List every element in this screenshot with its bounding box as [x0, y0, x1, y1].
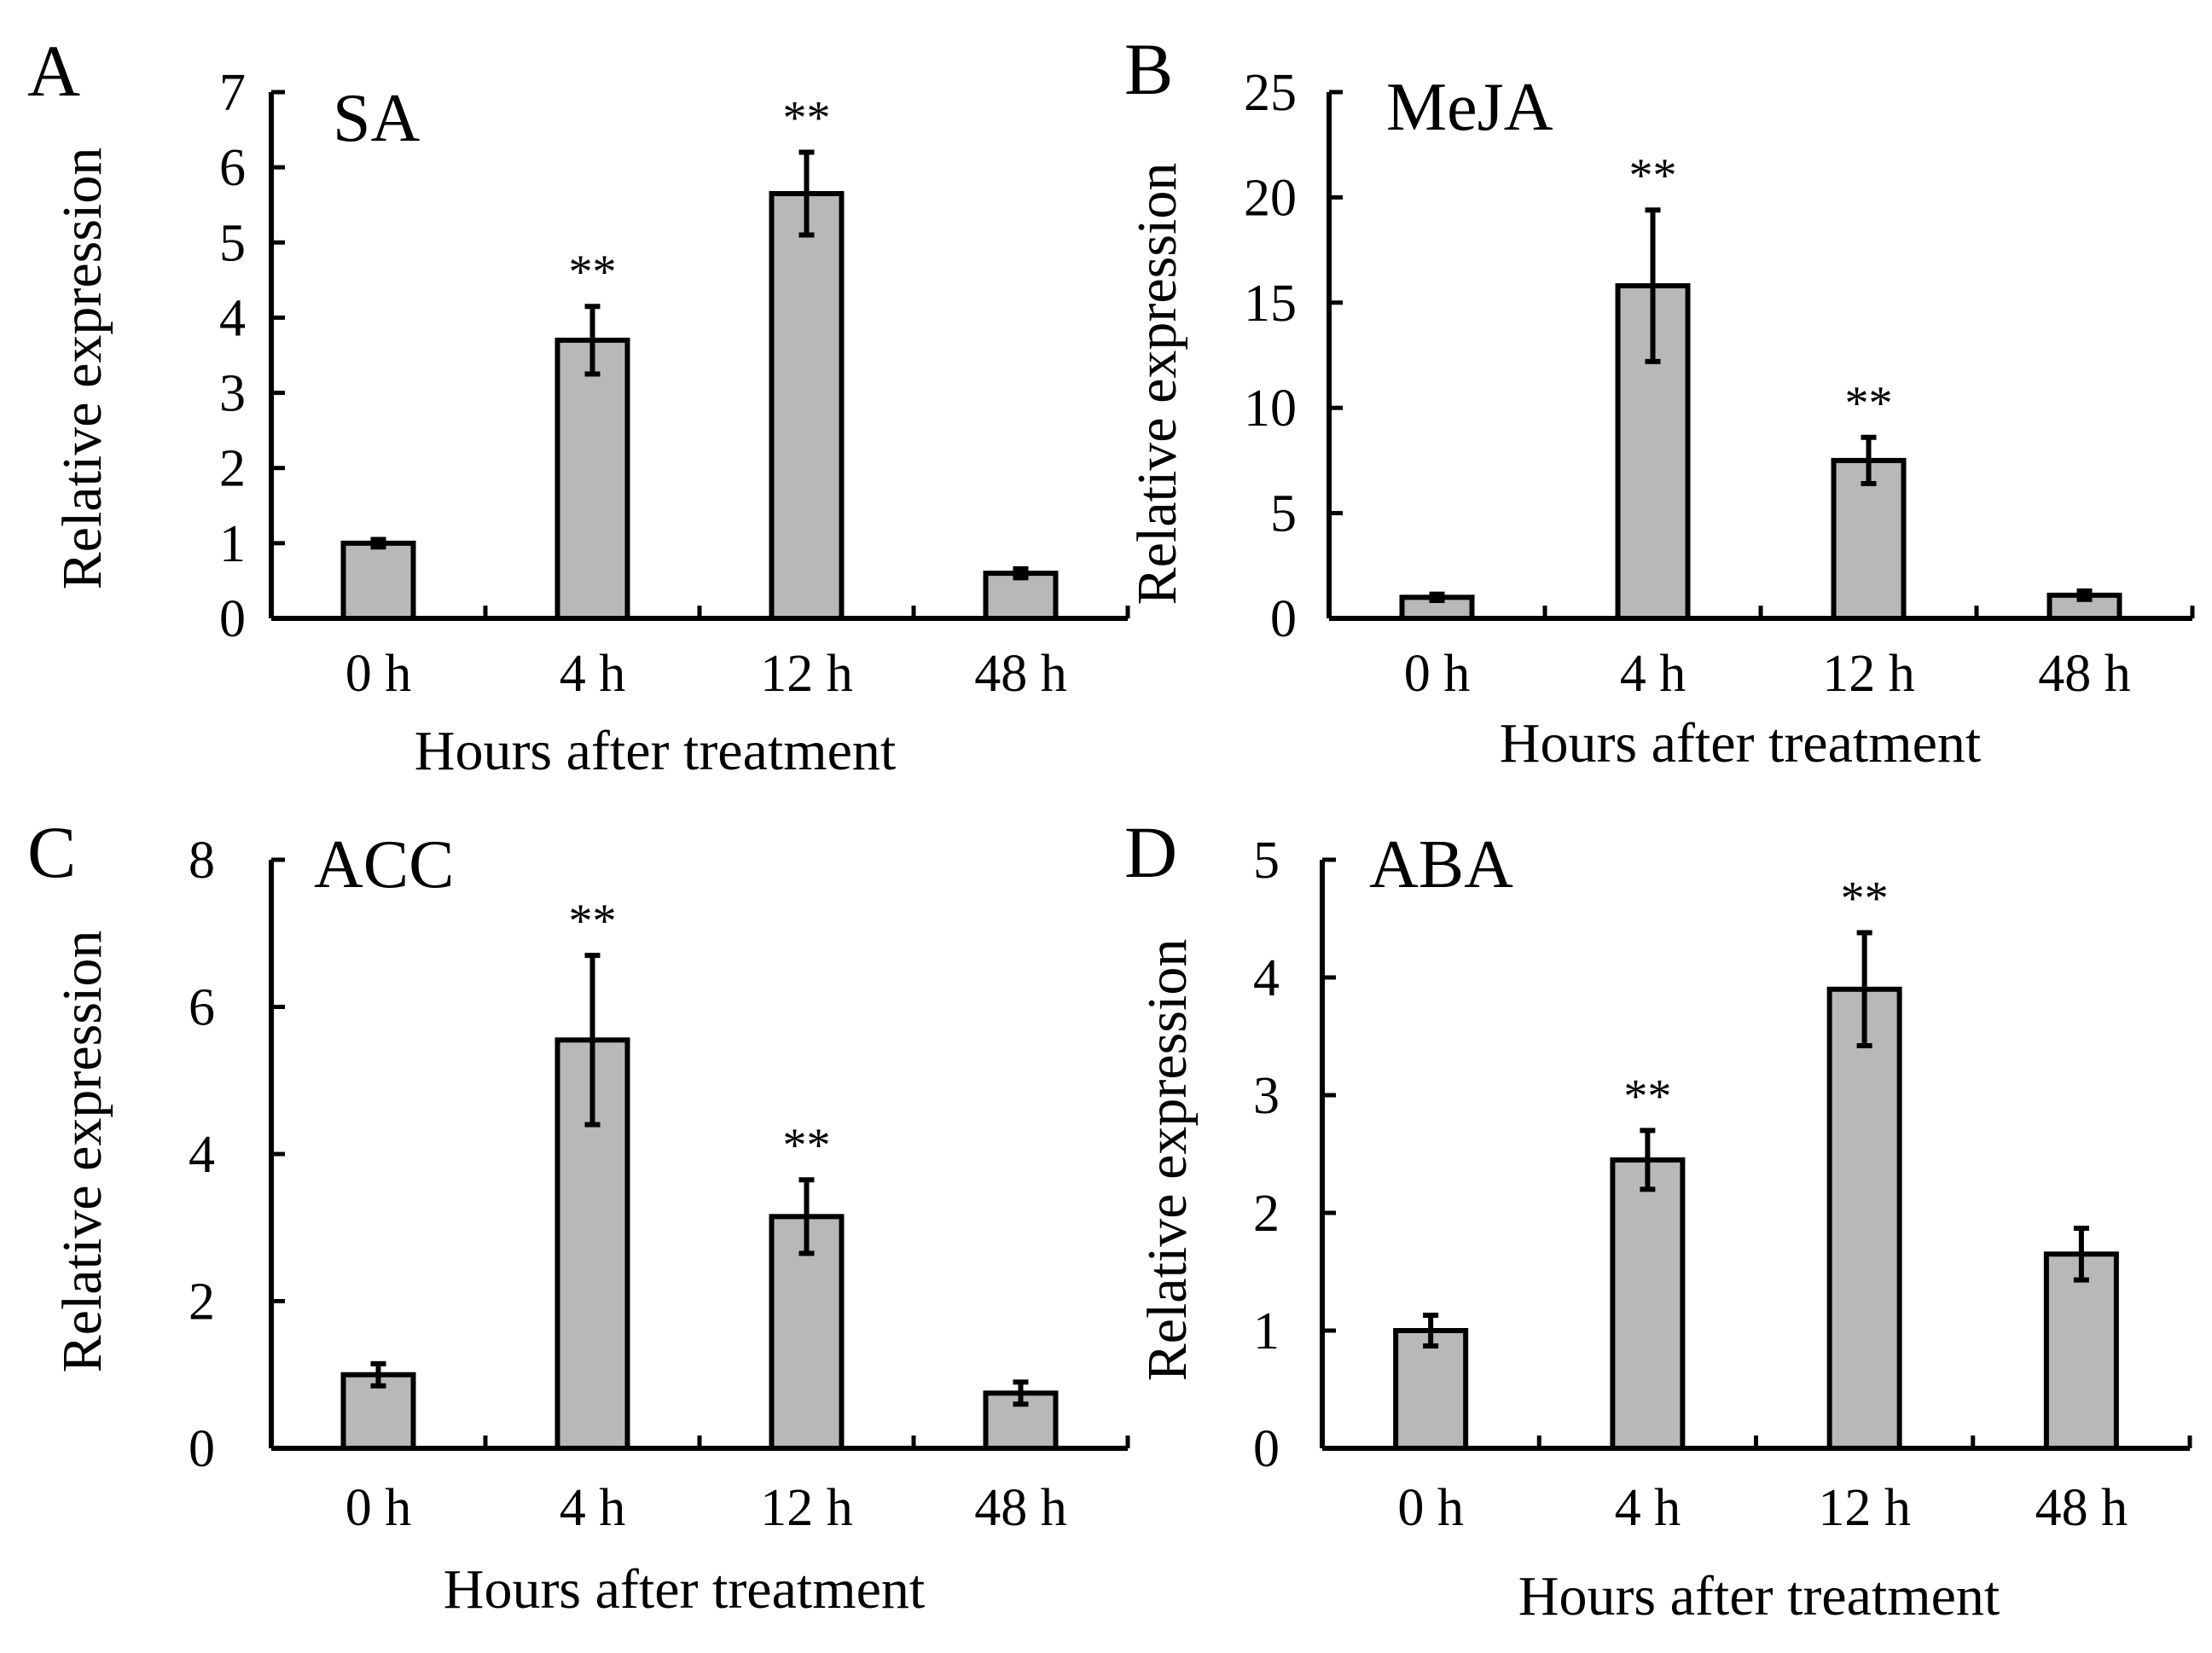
- bar: [1610, 1157, 1686, 1452]
- panel-letter: A: [27, 30, 80, 112]
- y-tick-label: 5: [219, 214, 246, 272]
- y-axis-title: Relative expression: [1126, 163, 1188, 606]
- panel-letter: B: [1124, 28, 1173, 110]
- y-tick-label: 5: [1270, 485, 1297, 543]
- y-tick-label: 0: [1270, 590, 1297, 648]
- x-tick-label: 12 h: [1822, 645, 1915, 703]
- panel-letter: C: [27, 811, 76, 893]
- y-tick-label: 7: [219, 64, 246, 122]
- x-tick-label: 0 h: [345, 645, 412, 703]
- significance-label: **: [569, 895, 617, 948]
- significance-label: **: [1845, 377, 1893, 430]
- bar: [2043, 1251, 2119, 1452]
- chart-panel-c: C ACC 0 2 4 6 8 0 h ** 4 h ** 12 h 48 h Hours after t…: [27, 811, 1130, 1621]
- y-tick-label: 3: [219, 365, 246, 423]
- x-axis-title: Hours after treatment: [1500, 712, 1981, 774]
- significance-label: **: [569, 246, 617, 299]
- y-tick-label: 25: [1244, 64, 1297, 122]
- y-tick-label: 4: [1253, 949, 1280, 1007]
- chart-panel-d: D ABA 0 1 2 3 4 5 0 h ** 4 h ** 12 h 48 h Hours after …: [1124, 811, 2192, 1627]
- bar: [983, 571, 1059, 621]
- bar: [1393, 1328, 1469, 1451]
- panel-title: SA: [333, 81, 420, 156]
- bar: [1826, 986, 1902, 1452]
- x-tick-label: 48 h: [2035, 1479, 2128, 1537]
- x-tick-label: 48 h: [974, 1479, 1067, 1537]
- panel-title: ABA: [1369, 827, 1513, 902]
- y-tick-label: 1: [219, 515, 246, 573]
- x-tick-label: 4 h: [1620, 645, 1687, 703]
- bar: [769, 190, 845, 621]
- y-tick-label: 2: [189, 1273, 215, 1331]
- x-axis-title: Hours after treatment: [415, 720, 896, 782]
- significance-label: **: [783, 1119, 831, 1172]
- x-axis-title: Hours after treatment: [444, 1558, 925, 1621]
- y-tick-label: 6: [219, 139, 246, 197]
- significance-label: **: [783, 92, 831, 145]
- y-tick-label: 10: [1244, 380, 1297, 438]
- x-tick-label: 4 h: [560, 1479, 626, 1537]
- y-tick-label: 20: [1244, 169, 1297, 227]
- y-tick-label: 0: [219, 590, 246, 648]
- x-tick-label: 12 h: [760, 645, 853, 703]
- y-tick-label: 5: [1253, 832, 1280, 890]
- x-tick-label: 4 h: [560, 645, 626, 703]
- x-tick-label: 48 h: [974, 645, 1067, 703]
- chart-panel-b: B MeJA 0 5 10 15 20 25 0 h ** 4 h ** 12 h 48 h Hours a…: [1124, 28, 2195, 774]
- y-tick-label: 2: [1253, 1185, 1280, 1243]
- x-tick-label: 48 h: [2038, 645, 2131, 703]
- y-tick-label: 15: [1244, 275, 1297, 333]
- y-tick-label: 3: [1253, 1067, 1280, 1125]
- y-tick-label: 1: [1253, 1302, 1280, 1360]
- panel-title: ACC: [314, 827, 455, 902]
- panel-letter: D: [1124, 811, 1177, 893]
- x-tick-label: 0 h: [1404, 645, 1471, 703]
- x-tick-label: 12 h: [1818, 1479, 1911, 1537]
- y-tick-label: 2: [219, 440, 246, 498]
- bar: [554, 337, 630, 621]
- significance-label: **: [1629, 149, 1677, 202]
- y-axis-title: Relative expression: [51, 931, 113, 1373]
- x-axis-title: Hours after treatment: [1518, 1565, 2000, 1627]
- y-tick-label: 8: [189, 832, 215, 890]
- y-tick-label: 6: [189, 979, 215, 1037]
- y-tick-label: 0: [1253, 1420, 1280, 1478]
- significance-label: **: [1841, 873, 1889, 925]
- y-tick-label: 4: [219, 289, 246, 347]
- y-tick-label: 4: [189, 1126, 215, 1184]
- chart-panel-a: A SA 0 1 2 3 4 5 6 7 0 h ** 4 h ** 12 h 48 h Hours after…: [27, 30, 1130, 782]
- x-tick-label: 0 h: [345, 1479, 412, 1537]
- bar: [1831, 457, 1907, 622]
- x-tick-label: 0 h: [1397, 1479, 1464, 1537]
- significance-label: **: [1623, 1070, 1671, 1122]
- y-tick-label: 0: [189, 1420, 215, 1478]
- bar: [340, 540, 416, 621]
- y-axis-title: Relative expression: [1136, 939, 1199, 1382]
- panel-title: MeJA: [1386, 70, 1553, 145]
- x-tick-label: 12 h: [760, 1479, 853, 1537]
- x-tick-label: 4 h: [1615, 1479, 1681, 1537]
- y-axis-title: Relative expression: [51, 148, 113, 590]
